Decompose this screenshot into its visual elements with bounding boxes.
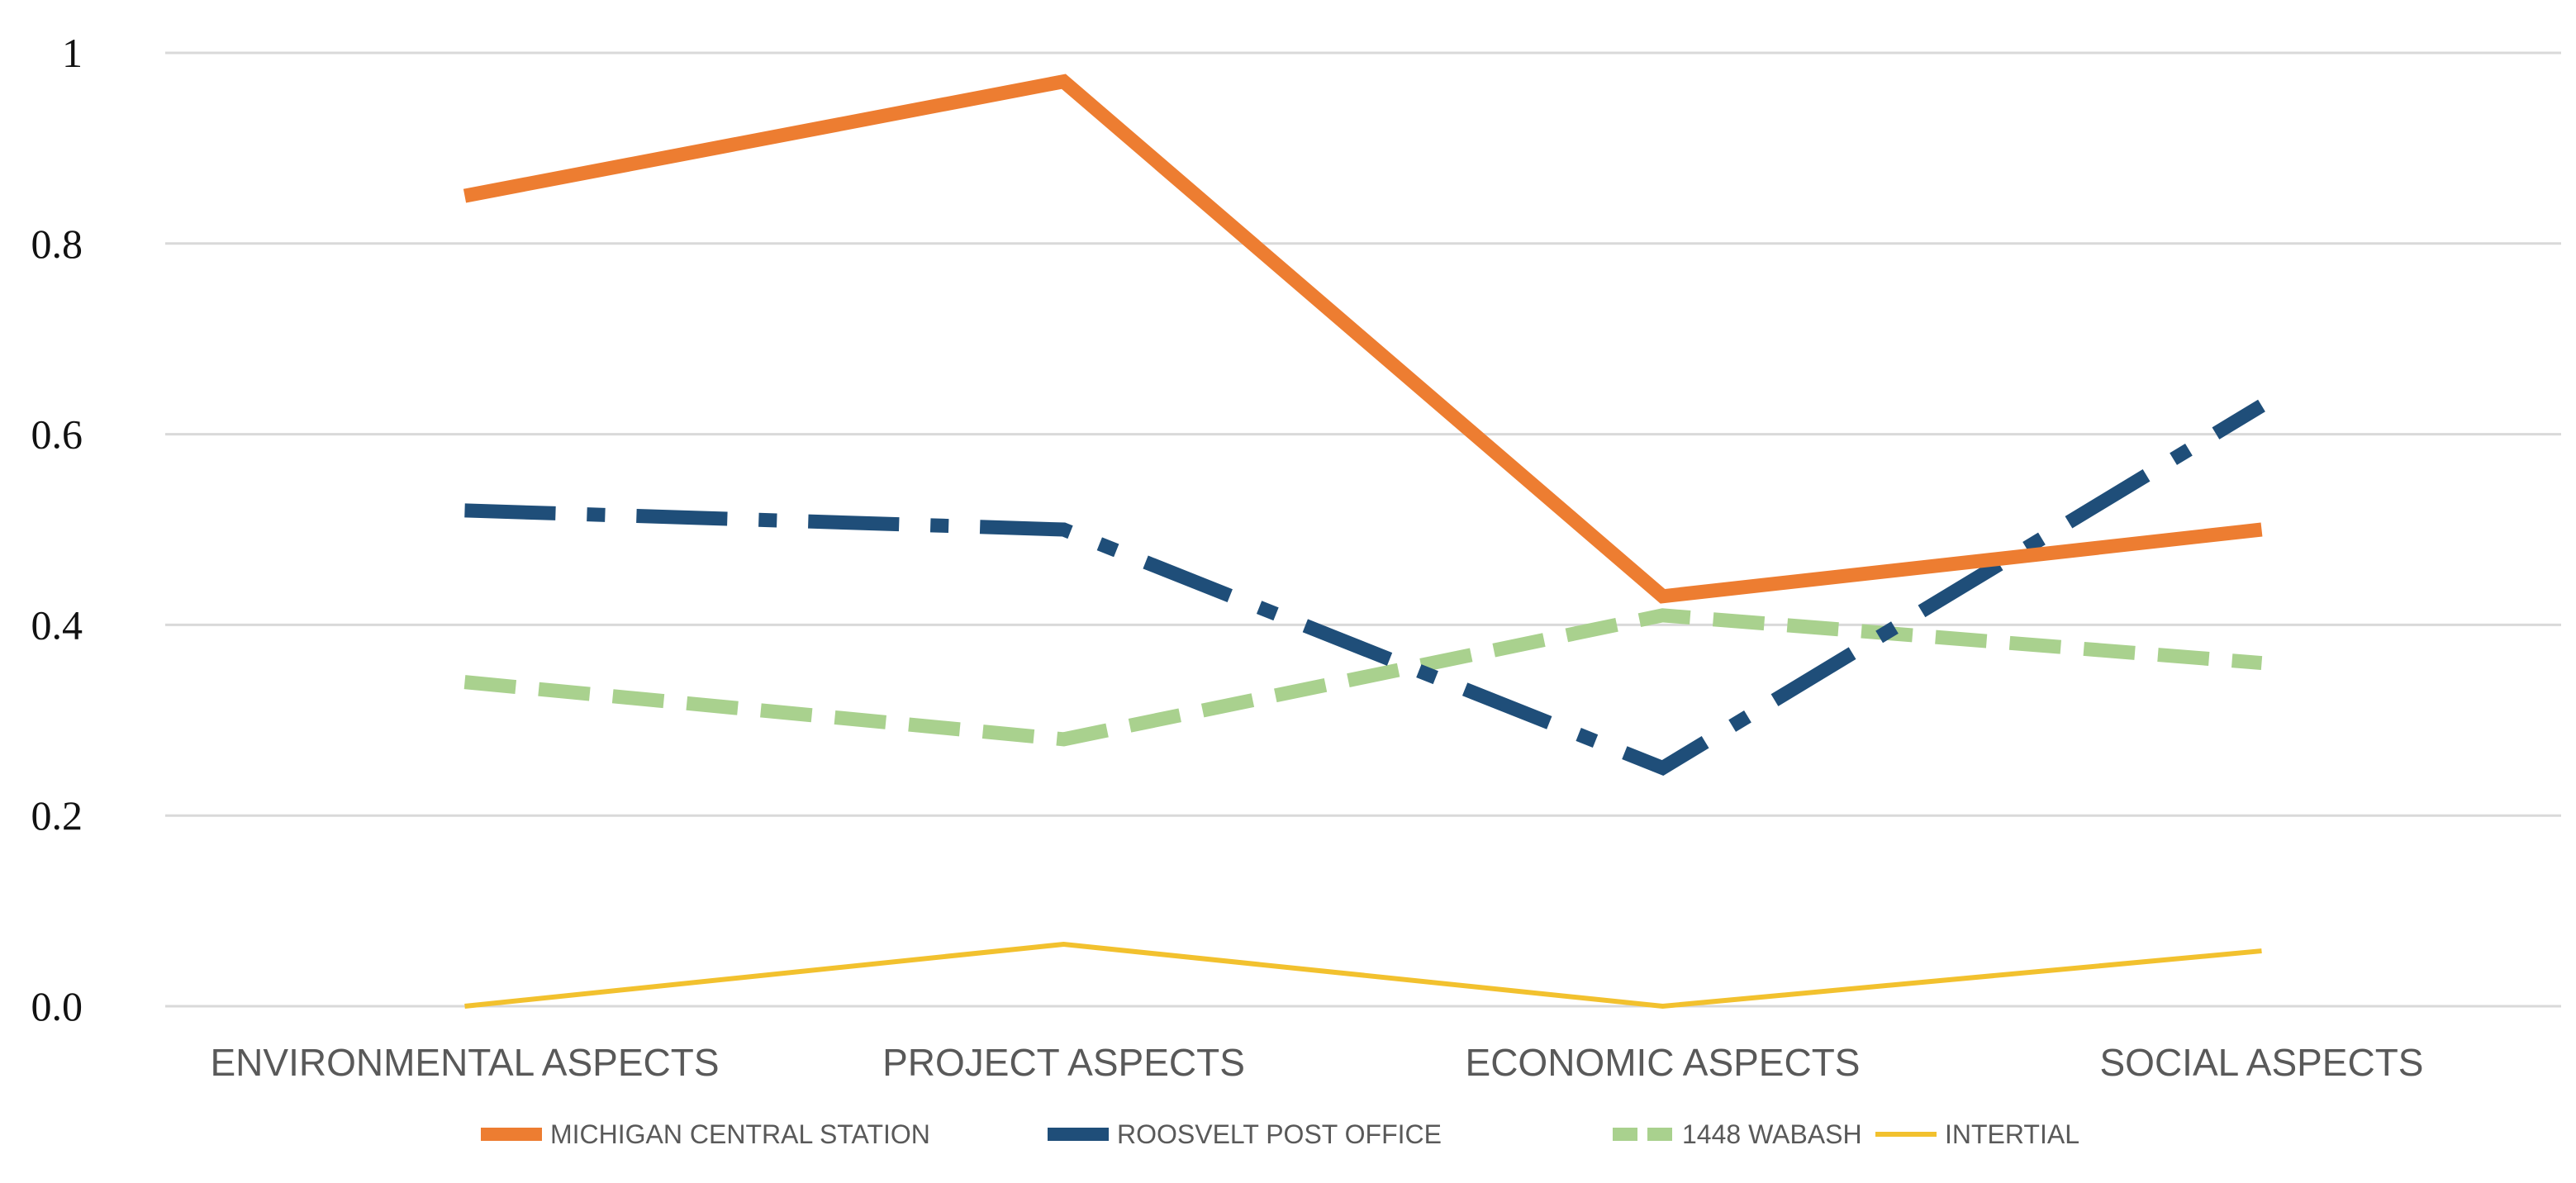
y-tick-label: 0.8 xyxy=(31,221,83,267)
x-tick-label: PROJECT ASPECTS xyxy=(882,1041,1245,1084)
series-line-2 xyxy=(463,608,2263,747)
x-axis-ticks: ENVIRONMENTAL ASPECTS PROJECT ASPECTS ECON… xyxy=(210,1041,2423,1084)
legend-label: MICHIGAN CENTRAL STATION xyxy=(550,1119,930,1149)
y-tick-label: 0.6 xyxy=(31,411,83,458)
y-tick-label: 0.4 xyxy=(31,601,83,648)
legend-label: INTERTIAL xyxy=(1945,1119,2079,1149)
series-line-0 xyxy=(463,74,2263,604)
series-line-1 xyxy=(464,399,2265,776)
series-line-3 xyxy=(464,941,2262,1010)
y-tick-label: 0.0 xyxy=(31,983,83,1029)
x-tick-label: ENVIRONMENTAL ASPECTS xyxy=(210,1041,719,1084)
legend-label: ROOSVELT POST OFFICE xyxy=(1117,1119,1442,1149)
x-tick-label: SOCIAL ASPECTS xyxy=(2100,1041,2424,1084)
legend: MICHIGAN CENTRAL STATION ROOSVELT POST OF… xyxy=(481,1119,2079,1149)
gridlines xyxy=(165,51,2561,1008)
series-lines xyxy=(463,74,2265,1010)
y-tick-label: 1 xyxy=(62,30,83,76)
y-tick-label: 0.2 xyxy=(31,792,83,839)
legend-label: 1448 WABASH xyxy=(1682,1119,1862,1149)
y-axis-ticks: 0.0 0.2 0.4 0.6 0.8 1 xyxy=(31,30,83,1029)
x-tick-label: ECONOMIC ASPECTS xyxy=(1466,1041,1861,1084)
